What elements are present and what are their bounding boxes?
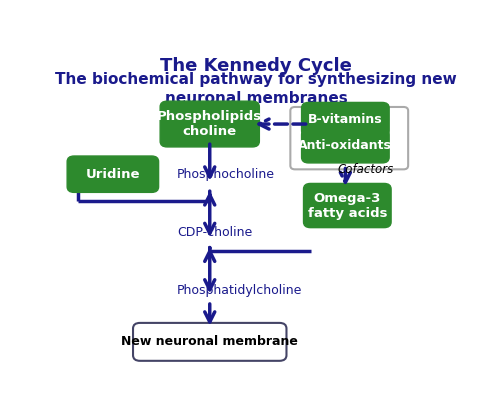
Text: The biochemical pathway for synthesizing new
neuronal membranes: The biochemical pathway for synthesizing… (56, 72, 457, 106)
Text: B-vitamins: B-vitamins (308, 113, 382, 126)
FancyBboxPatch shape (160, 101, 260, 147)
Text: Omega-3
fatty acids: Omega-3 fatty acids (308, 192, 387, 219)
FancyBboxPatch shape (304, 184, 391, 228)
Text: The Kennedy Cycle: The Kennedy Cycle (160, 57, 352, 74)
Text: Phospholipids
choline: Phospholipids choline (157, 110, 262, 138)
Text: Phosphatidylcholine: Phosphatidylcholine (177, 284, 302, 297)
Text: Phosphocholine: Phosphocholine (177, 168, 275, 181)
Text: Anti-oxidants: Anti-oxidants (298, 140, 392, 153)
Text: Cofactors: Cofactors (338, 163, 394, 176)
FancyBboxPatch shape (133, 323, 286, 361)
Text: Uridine: Uridine (86, 168, 140, 181)
Text: CDP-choline: CDP-choline (177, 225, 252, 239)
FancyBboxPatch shape (67, 156, 158, 193)
FancyBboxPatch shape (290, 107, 408, 169)
FancyBboxPatch shape (302, 129, 389, 163)
FancyBboxPatch shape (302, 103, 389, 136)
Text: New neuronal membrane: New neuronal membrane (122, 335, 298, 348)
